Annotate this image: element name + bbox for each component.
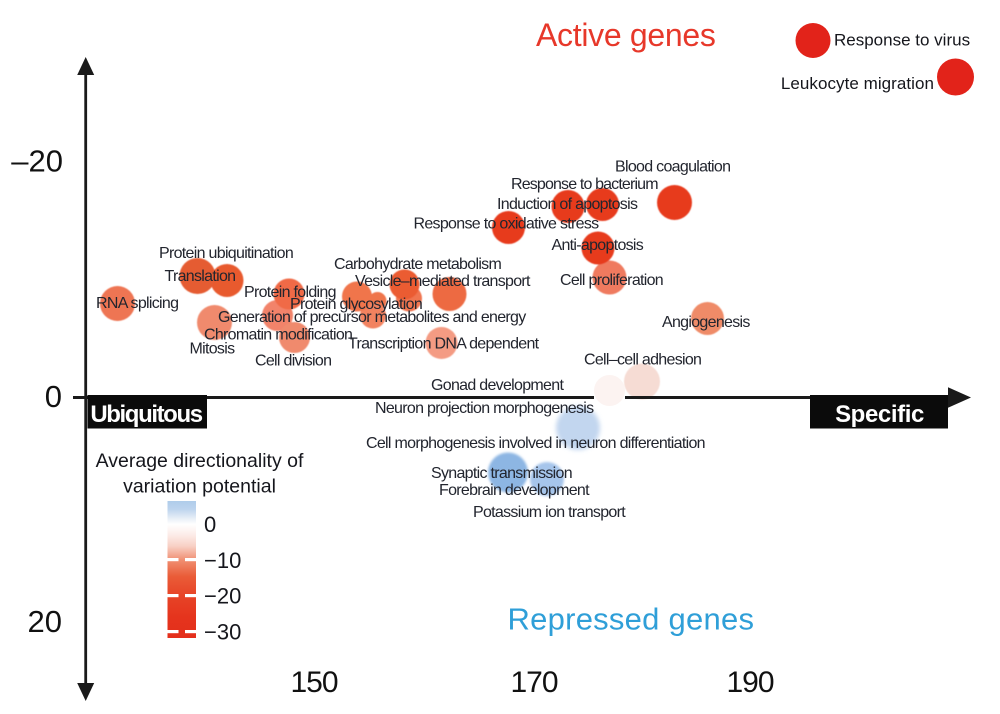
svg-text:Ubiquitous: Ubiquitous [90,401,202,428]
svg-text:Protein ubiquitination: Protein ubiquitination [159,245,293,262]
svg-text:20: 20 [28,604,62,639]
svg-text:Cell proliferation: Cell proliferation [560,272,663,289]
svg-text:Synaptic transmission: Synaptic transmission [431,465,572,482]
svg-text:RNA splicing: RNA splicing [96,295,178,312]
svg-text:150: 150 [290,666,337,699]
svg-text:Blood coagulation: Blood coagulation [615,159,730,176]
svg-text:Repressed genes: Repressed genes [508,602,755,637]
svg-text:Cell–cell adhesion: Cell–cell adhesion [584,352,701,369]
svg-text:Response to bacterium: Response to bacterium [511,176,658,193]
svg-text:Forebrain development: Forebrain development [439,482,590,499]
svg-text:Transcription DNA dependent: Transcription DNA dependent [348,336,540,353]
svg-text:Mitosis: Mitosis [190,341,236,358]
svg-text:Potassium ion transport: Potassium ion transport [473,504,626,521]
svg-text:0: 0 [45,379,62,414]
svg-text:Carbohydrate metabolism: Carbohydrate metabolism [334,256,501,273]
svg-text:Gonad development: Gonad development [431,377,564,394]
svg-text:Average directionality of: Average directionality of [96,450,304,472]
svg-text:variation potential: variation potential [123,476,276,498]
svg-text:Chromatin modification: Chromatin modification [204,327,352,344]
svg-text:Active genes: Active genes [536,17,716,53]
svg-text:Translation: Translation [165,268,236,285]
svg-text:Protein glycosylation: Protein glycosylation [290,296,422,313]
svg-text:Cell division: Cell division [255,353,331,370]
svg-text:Protein folding: Protein folding [244,284,336,301]
svg-text:−10: −10 [204,548,241,573]
svg-text:190: 190 [726,666,773,699]
svg-text:170: 170 [510,666,557,699]
svg-text:Vesicle–mediated transport: Vesicle–mediated transport [355,273,531,290]
svg-text:Angiogenesis: Angiogenesis [662,314,750,331]
svg-text:Leukocyte migration: Leukocyte migration [781,74,934,93]
svg-text:−20: −20 [204,584,241,609]
svg-text:Cell morphogenesis involved in: Cell morphogenesis involved in neuron di… [366,435,705,452]
svg-text:0: 0 [204,512,216,537]
svg-text:–20: –20 [11,144,63,179]
svg-text:Anti-apoptosis: Anti-apoptosis [552,237,644,254]
svg-text:Response to oxidative stress: Response to oxidative stress [414,215,600,232]
svg-text:Response to virus: Response to virus [834,31,970,50]
svg-text:−30: −30 [204,620,241,645]
svg-text:Induction of apoptosis: Induction of apoptosis [497,196,638,213]
svg-text:Generation of precursor metabo: Generation of precursor metabolites and … [218,309,526,326]
svg-text:Neuron projection morphogenesi: Neuron projection morphogenesis [375,400,594,417]
svg-text:Specific: Specific [835,401,924,428]
